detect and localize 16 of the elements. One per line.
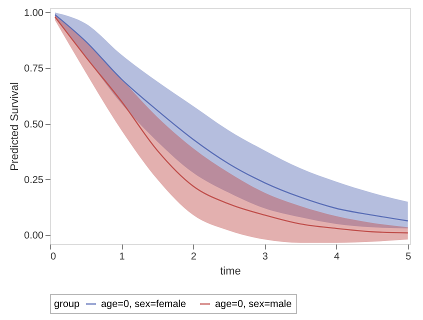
y-tick-label: 0.00 xyxy=(24,230,44,242)
legend-title: group xyxy=(54,299,80,310)
x-axis-title: time xyxy=(220,266,241,278)
y-tick-label: 0.75 xyxy=(24,64,44,75)
y-tick-label: 1.00 xyxy=(24,8,44,19)
x-tick-label: 4 xyxy=(334,252,340,262)
x-tick-label: 5 xyxy=(406,252,412,262)
y-tick-label: 0.25 xyxy=(24,174,44,186)
y-axis-title: Predicted Survival xyxy=(9,82,22,171)
x-tick-label: 0 xyxy=(50,252,56,262)
x-tick-label: 2 xyxy=(190,252,197,262)
y-tick-label: 0.50 xyxy=(24,119,44,130)
x-tick-label: 1 xyxy=(119,252,126,262)
legend-label: age=0, sex=female xyxy=(101,299,186,310)
legend-label: age=0, sex=male xyxy=(215,299,292,310)
x-tick-label: 3 xyxy=(262,252,268,262)
